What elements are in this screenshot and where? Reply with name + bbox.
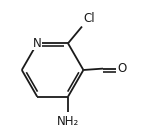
Text: NH₂: NH₂ xyxy=(57,115,79,128)
Text: N: N xyxy=(33,37,42,50)
Text: O: O xyxy=(117,62,126,75)
Text: Cl: Cl xyxy=(83,12,95,25)
